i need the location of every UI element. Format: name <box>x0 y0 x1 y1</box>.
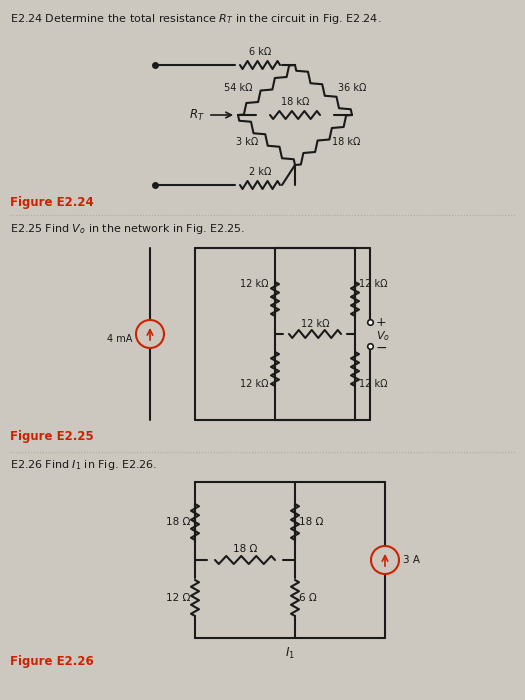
Text: 36 kΩ: 36 kΩ <box>338 83 366 93</box>
Text: 12 kΩ: 12 kΩ <box>240 379 269 389</box>
Text: 4 mA: 4 mA <box>107 334 132 344</box>
Text: 18 kΩ: 18 kΩ <box>331 137 360 147</box>
Text: 2 kΩ: 2 kΩ <box>249 167 271 177</box>
Text: Figure E2.25: Figure E2.25 <box>10 430 94 443</box>
Text: 54 kΩ: 54 kΩ <box>224 83 253 93</box>
Text: 6 Ω: 6 Ω <box>299 593 317 603</box>
Text: Figure E2.24: Figure E2.24 <box>10 196 94 209</box>
Text: 12 kΩ: 12 kΩ <box>359 279 387 289</box>
Text: $R_T$: $R_T$ <box>189 108 205 122</box>
Text: 18 Ω: 18 Ω <box>299 517 323 527</box>
Text: E2.25 Find $V_o$ in the network in Fig. E2.25.: E2.25 Find $V_o$ in the network in Fig. … <box>10 222 245 236</box>
Text: $I_1$: $I_1$ <box>285 646 295 661</box>
Text: −: − <box>376 341 387 355</box>
Text: 12 kΩ: 12 kΩ <box>359 379 387 389</box>
Text: 12 kΩ: 12 kΩ <box>301 319 329 329</box>
Text: E2.26 Find $I_1$ in Fig. E2.26.: E2.26 Find $I_1$ in Fig. E2.26. <box>10 458 157 472</box>
Text: Figure E2.26: Figure E2.26 <box>10 655 94 668</box>
Text: 18 Ω: 18 Ω <box>165 517 190 527</box>
Text: 18 kΩ: 18 kΩ <box>281 97 309 107</box>
Text: 12 Ω: 12 Ω <box>165 593 190 603</box>
Text: $V_o$: $V_o$ <box>376 329 390 343</box>
Text: 3 kΩ: 3 kΩ <box>236 137 258 147</box>
Text: 12 kΩ: 12 kΩ <box>240 279 269 289</box>
Text: 3 A: 3 A <box>403 555 420 565</box>
Text: 6 kΩ: 6 kΩ <box>249 47 271 57</box>
Text: 18 Ω: 18 Ω <box>233 544 257 554</box>
Text: +: + <box>376 316 386 328</box>
Text: E2.24 Determine the total resistance $R_T$ in the circuit in Fig. E2.24.: E2.24 Determine the total resistance $R_… <box>10 12 382 26</box>
